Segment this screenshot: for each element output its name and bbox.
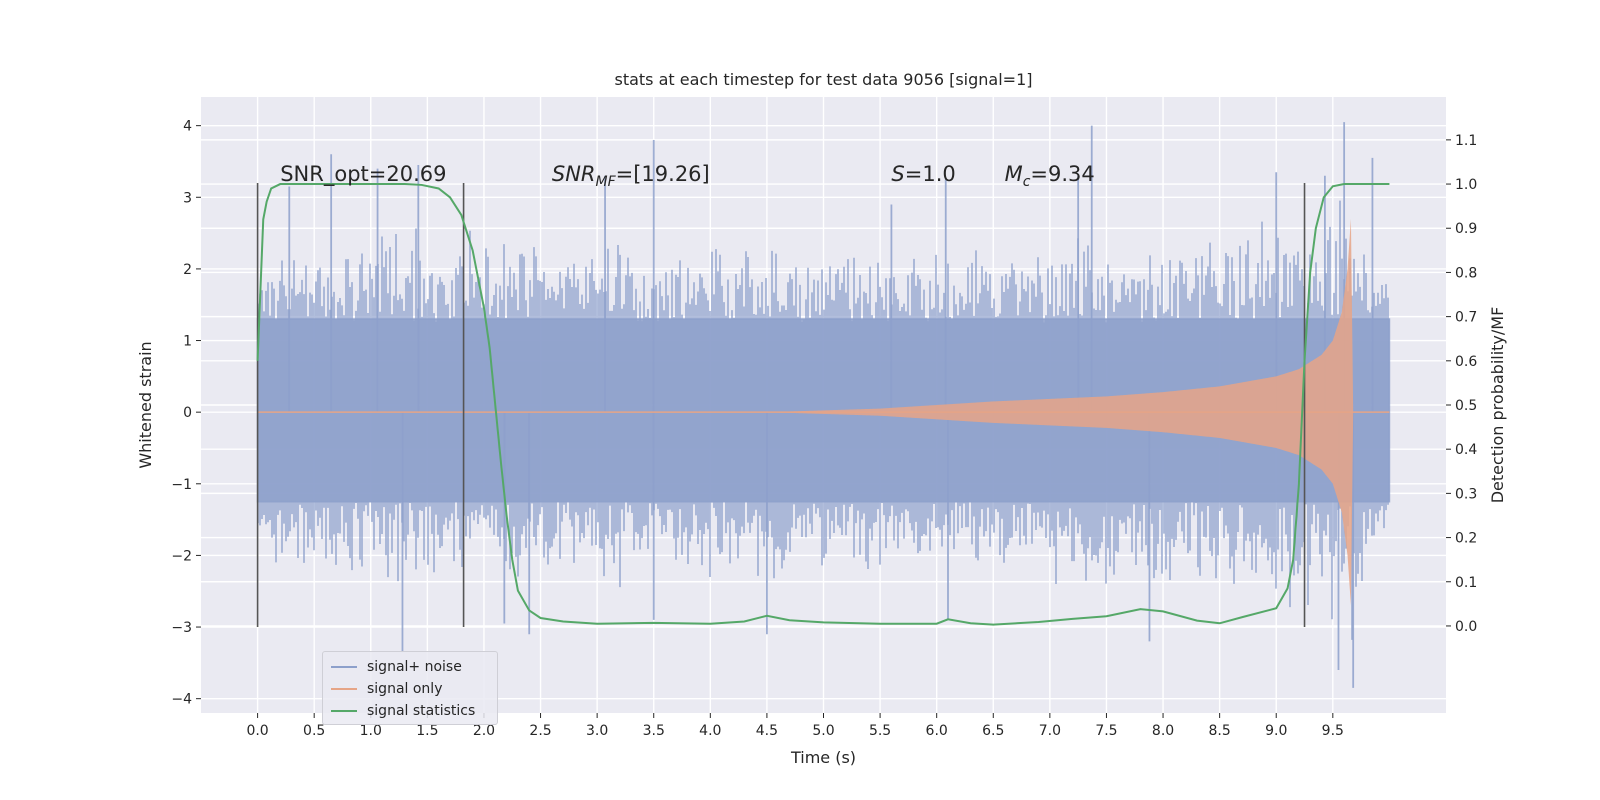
legend-label-signal-only: signal only [367,681,443,697]
y-tick-label: −3 [171,620,192,636]
y-axis-label: Whitened strain [136,341,155,468]
chart-title: stats at each timestep for test data 905… [614,70,1032,89]
x-tick-label: 1.5 [416,723,438,739]
series-signal-only [257,218,1390,606]
annotation-subscript: MF [596,174,617,190]
x-tick-label: 9.0 [1265,723,1287,739]
x-tick-label: 6.5 [982,723,1004,739]
y2-tick-label: 0.3 [1455,486,1477,502]
x-tick-label: 9.5 [1322,723,1344,739]
x-axis-label: Time (s) [790,748,856,767]
x-tick-label: 8.5 [1209,723,1231,739]
x-tick-label: 5.0 [812,723,834,739]
legend-label-signal-statistics: signal statistics [367,703,476,719]
y-tick-label: 0 [183,405,192,421]
y2-tick-label: 0.0 [1455,619,1477,635]
series-signal-statistics [256,183,1390,626]
y-tick-label: 3 [183,190,192,206]
annotation-1: SNRMF=[19.26] [552,162,710,190]
annotation-3: Mc=9.34 [1005,162,1095,190]
y2-tick-label: 1.0 [1455,177,1477,193]
legend-item-signal-statistics: signal statistics [331,700,475,722]
y2-tick-label: 0.6 [1455,354,1477,370]
y2-tick-label: 0.1 [1455,575,1477,591]
annotation-0: SNR_opt=20.69 [280,162,446,187]
y2-axis-label: Detection probability/MF [1488,307,1507,504]
x-tick-label: 0.5 [303,723,325,739]
x-tick-label: 0.0 [246,723,268,739]
y2-tick-label: 0.5 [1455,398,1477,414]
legend-swatch-signal-noise [331,666,357,668]
annotation-2: S=1.0 [891,162,955,186]
x-tick-label: 8.0 [1152,723,1174,739]
y-tick-label: 1 [183,334,192,350]
y2-tick-label: 0.9 [1455,221,1477,237]
x-tick-label: 2.5 [529,723,551,739]
x-tick-label: 3.5 [643,723,665,739]
y2-tick-label: 0.7 [1455,310,1477,326]
y2-tick-label: 0.8 [1455,265,1477,281]
plot-area [256,122,1391,688]
y-tick-label: −4 [171,692,192,708]
x-tick-label: 3.0 [586,723,608,739]
x-tick-label: 7.0 [1039,723,1061,739]
legend-item-signal-noise: signal+ noise [331,656,462,678]
annotation-value: =[19.26] [616,162,710,186]
annotation-value: =1.0 [905,162,956,186]
legend-label-signal-noise: signal+ noise [367,659,462,675]
x-tick-label: 6.0 [926,723,948,739]
annotation-value: =9.34 [1030,162,1094,186]
y-tick-label: −1 [171,477,192,493]
legend-item-signal-only: signal only [331,678,442,700]
ticks: 0.0 0.5 1.0 1.5 2.0 2.5 3.0 3.5 4.0 4.5 5.0 5.5 6.0 6… [171,119,1477,739]
annotation-main: SNR [552,162,596,186]
legend-swatch-signal-only [331,688,357,690]
y-tick-label: 4 [183,119,192,135]
annotation-main: SNR_opt=20.69 [280,162,446,187]
annotation-subscript: c [1023,174,1031,190]
x-tick-label: 4.0 [699,723,721,739]
y-tick-label: 2 [183,262,192,278]
y2-tick-label: 0.2 [1455,531,1477,547]
y-tick-label: −2 [171,548,192,564]
x-tick-label: 7.5 [1095,723,1117,739]
x-tick-label: 1.0 [360,723,382,739]
annotation-main: S [891,162,904,186]
legend-swatch-signal-statistics [331,710,357,712]
x-tick-label: 2.0 [473,723,495,739]
x-tick-label: 5.5 [869,723,891,739]
y2-tick-label: 0.4 [1455,442,1477,458]
x-tick-label: 4.5 [756,723,778,739]
legend: signal+ noise signal only signal statist… [322,651,498,725]
annotations: SNR_opt=20.69 SNRMF=[19.26] S=1.0 Mc=9.34 [280,162,1095,190]
annotation-main: M [1005,162,1023,186]
y2-tick-label: 1.1 [1455,133,1477,149]
